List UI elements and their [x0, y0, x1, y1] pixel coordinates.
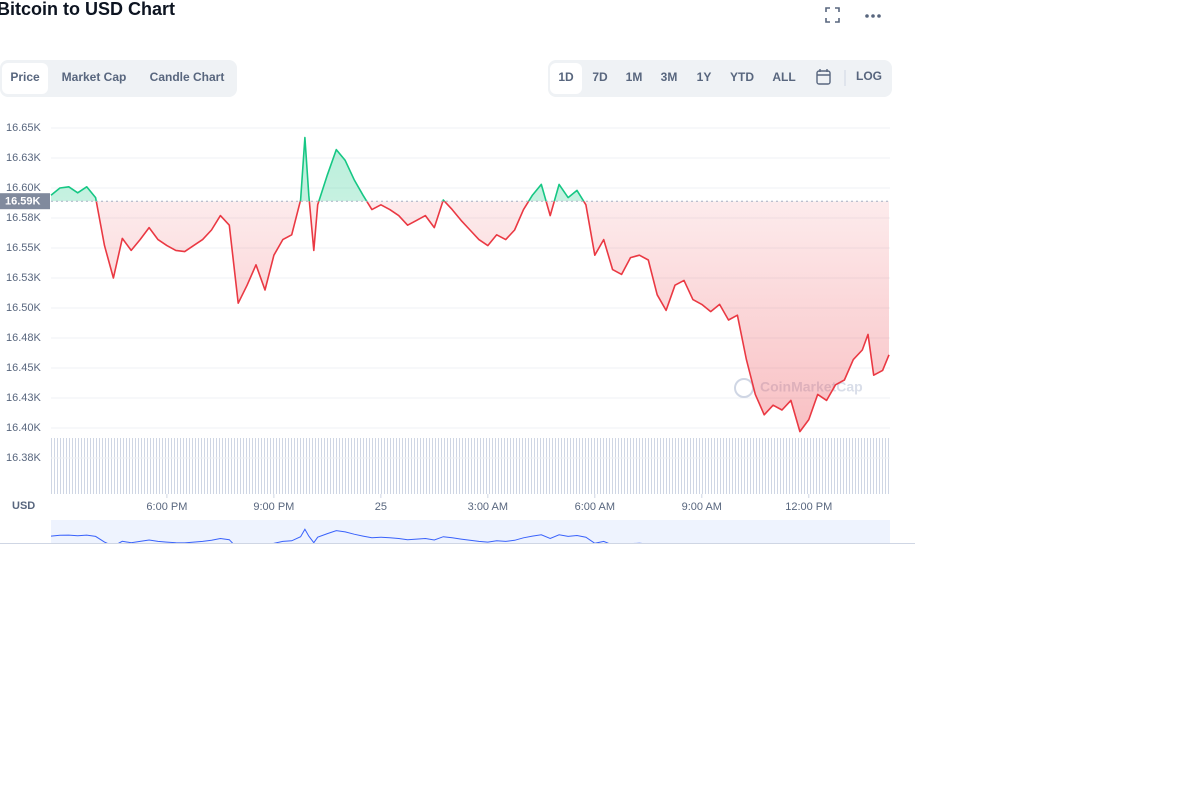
area-down [51, 201, 889, 432]
more-icon[interactable] [865, 14, 881, 18]
y-tick-label: 16.53K [6, 272, 42, 284]
range-button[interactable]: 1M [626, 70, 643, 84]
reference-label-bg [0, 193, 50, 210]
y-tick-label: 16.40K [6, 422, 42, 434]
y-tick-label: 16.38K [6, 452, 42, 464]
navigator-line [51, 528, 643, 543]
calendar-icon[interactable] [816, 69, 831, 85]
y-tick-label: 16.45K [6, 362, 42, 374]
x-tick-label: 3:00 AM [468, 501, 508, 513]
x-tick-label: 12:00 PM [785, 501, 832, 513]
y-tick-label: 16.58K [6, 212, 42, 224]
y-tick-label: 16.55K [6, 242, 42, 254]
x-tick-label: 6:00 PM [146, 501, 187, 513]
x-tick-label: 9:00 PM [253, 501, 294, 513]
price-line-down [95, 201, 890, 433]
x-tick-label: 9:00 AM [682, 501, 722, 513]
tab[interactable]: Market Cap [62, 70, 127, 84]
y-tick-label: 16.50K [6, 302, 42, 314]
log-toggle[interactable]: LOG [856, 69, 882, 83]
currency-label: USD [12, 500, 35, 512]
range-button[interactable]: YTD [730, 70, 754, 84]
y-tick-label: 16.65K [6, 122, 42, 134]
x-tick-label: 6:00 AM [575, 501, 615, 513]
y-tick-label: 16.63K [6, 152, 42, 164]
range-button[interactable]: 1D [558, 70, 574, 84]
range-selected-bg [550, 63, 582, 94]
y-tick-label: 16.60K [6, 182, 42, 194]
range-button[interactable]: 3M [661, 70, 678, 84]
tab[interactable]: Candle Chart [150, 70, 225, 84]
range-button[interactable]: 7D [592, 70, 608, 84]
tab[interactable]: Price [10, 70, 40, 84]
x-tick-label: 25 [375, 501, 387, 513]
navigator [51, 520, 890, 543]
reference-label: 16.59K [5, 196, 41, 208]
y-tick-label: 16.48K [6, 332, 42, 344]
fullscreen-icon[interactable] [825, 7, 840, 23]
tab-selected-bg [2, 63, 48, 94]
page-title: Bitcoin to USD Chart [0, 0, 175, 19]
watermark-logo [734, 378, 754, 398]
volume-bars [51, 438, 890, 494]
range-button[interactable]: ALL [772, 70, 795, 84]
range-group [548, 60, 892, 97]
tab-group [0, 60, 237, 97]
y-tick-label: 16.43K [6, 392, 42, 404]
range-button[interactable]: 1Y [697, 70, 712, 84]
